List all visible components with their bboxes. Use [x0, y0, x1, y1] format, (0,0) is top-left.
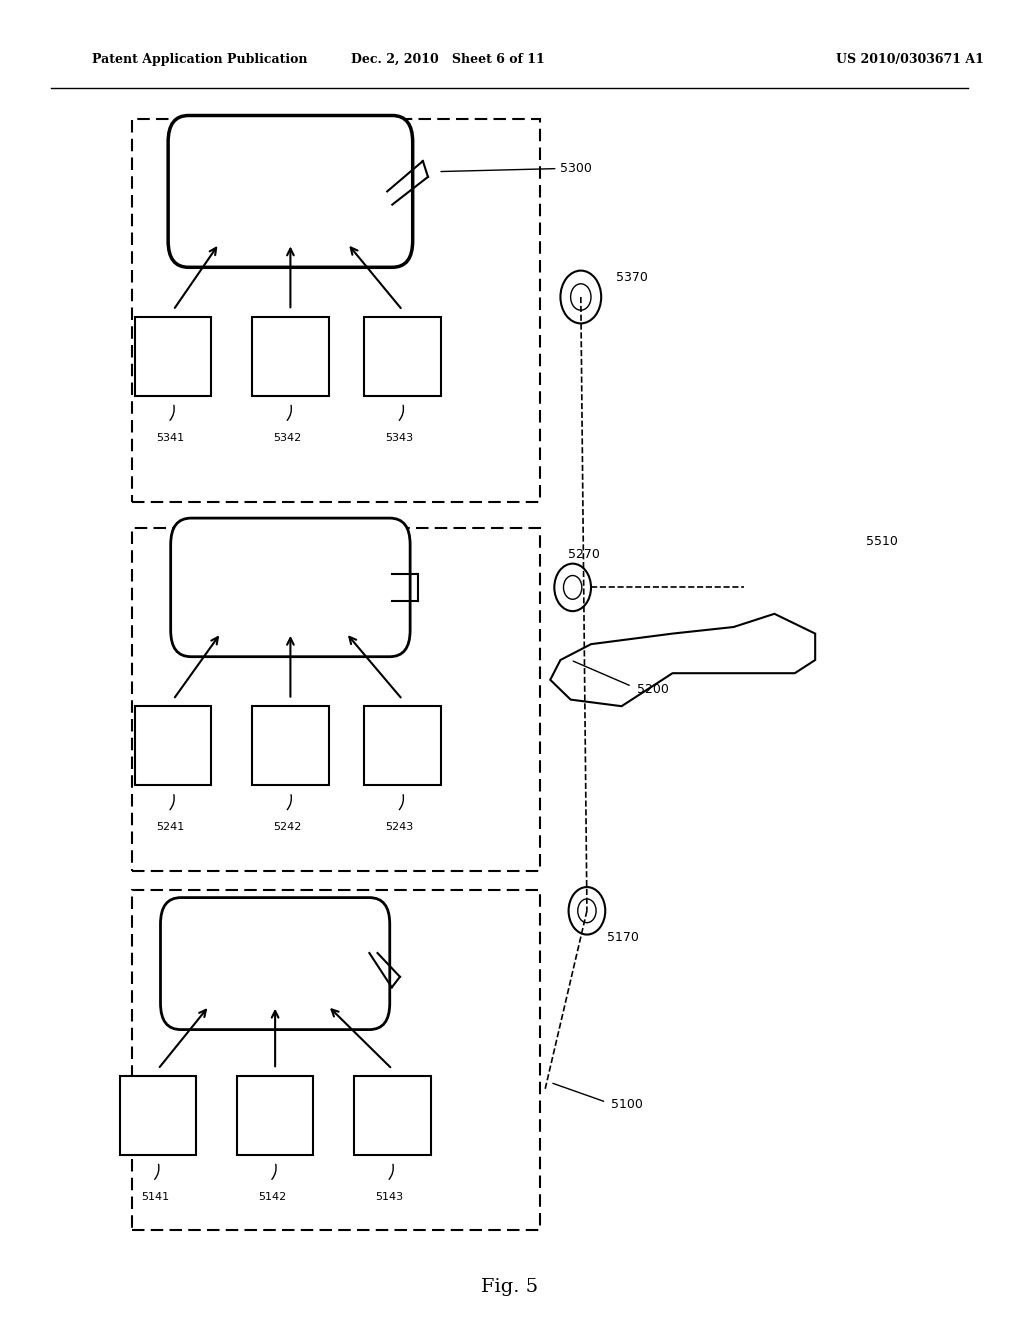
Text: 5342: 5342	[273, 433, 301, 444]
FancyBboxPatch shape	[365, 706, 440, 785]
Text: 5300: 5300	[441, 161, 592, 174]
Text: 5370: 5370	[616, 271, 648, 284]
FancyBboxPatch shape	[171, 517, 411, 656]
Text: 5243: 5243	[385, 822, 414, 833]
Text: 5143: 5143	[375, 1192, 403, 1203]
Text: Patent Application Publication: Patent Application Publication	[92, 53, 307, 66]
FancyBboxPatch shape	[252, 706, 329, 785]
Text: 5341: 5341	[156, 433, 184, 444]
Text: 5270: 5270	[567, 548, 599, 561]
Text: 5510: 5510	[866, 535, 898, 548]
Text: 5141: 5141	[141, 1192, 169, 1203]
FancyBboxPatch shape	[135, 706, 211, 785]
Text: 5241: 5241	[156, 822, 184, 833]
FancyBboxPatch shape	[252, 317, 329, 396]
Text: 5170: 5170	[607, 931, 639, 944]
Text: 5142: 5142	[258, 1192, 286, 1203]
FancyBboxPatch shape	[135, 317, 211, 396]
Text: 5242: 5242	[273, 822, 301, 833]
Text: 5200: 5200	[637, 682, 669, 696]
FancyBboxPatch shape	[161, 898, 390, 1030]
FancyBboxPatch shape	[354, 1076, 430, 1155]
FancyBboxPatch shape	[120, 1076, 197, 1155]
Text: Fig. 5: Fig. 5	[481, 1278, 538, 1296]
Text: 5343: 5343	[385, 433, 414, 444]
FancyBboxPatch shape	[237, 1076, 313, 1155]
FancyBboxPatch shape	[365, 317, 440, 396]
FancyBboxPatch shape	[168, 116, 413, 267]
Text: US 2010/0303671 A1: US 2010/0303671 A1	[836, 53, 983, 66]
Text: Dec. 2, 2010   Sheet 6 of 11: Dec. 2, 2010 Sheet 6 of 11	[351, 53, 545, 66]
Text: 5100: 5100	[611, 1098, 643, 1111]
